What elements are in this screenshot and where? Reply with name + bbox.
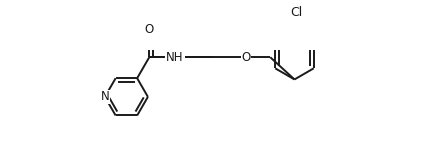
Text: O: O (241, 51, 250, 64)
Text: N: N (100, 90, 109, 103)
Text: Cl: Cl (290, 6, 302, 19)
Text: O: O (144, 23, 154, 36)
Text: NH: NH (167, 51, 184, 64)
Text: NH: NH (165, 51, 183, 64)
